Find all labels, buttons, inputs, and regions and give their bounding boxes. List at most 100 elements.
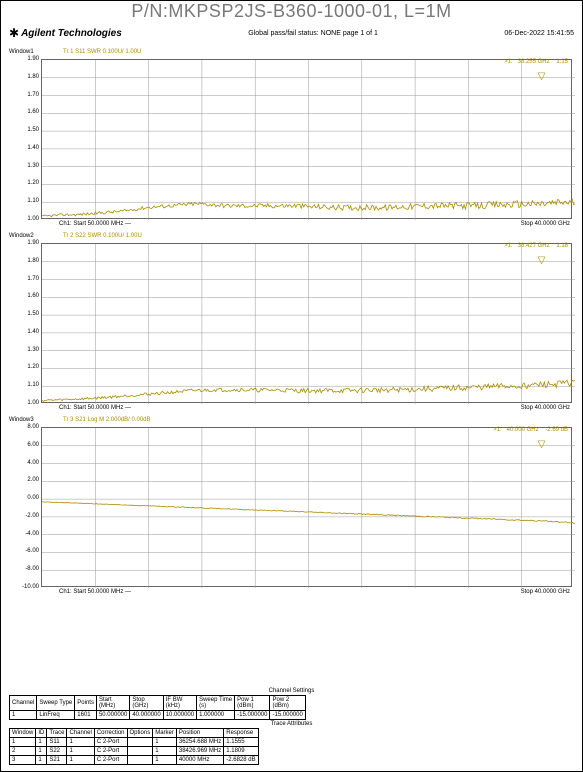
cell xyxy=(127,738,153,747)
trace-attributes-title: Trace Attributes xyxy=(9,721,574,727)
cell: 50.000000 xyxy=(96,711,129,720)
ytick: 1.10 xyxy=(9,382,39,388)
ytick: 1.10 xyxy=(9,198,39,204)
cell: 40000 MHz xyxy=(176,756,223,765)
plot-area: ▽ xyxy=(41,427,572,587)
cell: S22 xyxy=(47,747,67,756)
ytick: -10.00 xyxy=(9,584,39,590)
col-header: Sweep Type xyxy=(37,696,75,711)
cell: 36254.688 MHz xyxy=(176,738,223,747)
ytick: 8.00 xyxy=(9,424,39,430)
cell: 1 xyxy=(10,711,37,720)
col-header: Sweep Time(s) xyxy=(197,696,235,711)
ytick: 1.00 xyxy=(9,216,39,222)
cell: S21 xyxy=(47,756,67,765)
table-row: 11S111C 2-Port136254.688 MHz1.1555 xyxy=(10,738,259,747)
cell: 3 xyxy=(10,756,36,765)
marker-icon: ▽ xyxy=(538,71,546,82)
channel-settings-table: ChannelSweep TypePointsStart(MHz)Stop(GH… xyxy=(9,695,306,720)
col-header: Window xyxy=(10,729,36,738)
cell: 1 xyxy=(36,738,47,747)
cell: -15.000000 xyxy=(235,711,270,720)
plot-area: ▽ xyxy=(41,59,572,219)
ytick: 1.50 xyxy=(9,127,39,133)
cell: -2.6828 dB xyxy=(224,756,258,765)
cell: 1 xyxy=(36,756,47,765)
cell: 1601 xyxy=(75,711,97,720)
cell xyxy=(127,747,153,756)
cell: C 2-Port xyxy=(94,747,127,756)
ytick: -8.00 xyxy=(9,566,39,572)
ytick: 1.00 xyxy=(9,400,39,406)
cell: 1 xyxy=(153,756,177,765)
col-header: Channel xyxy=(67,729,94,738)
col-header: Trace xyxy=(47,729,67,738)
table-row: 31S211C 2-Port140000 MHz-2.6828 dB xyxy=(10,756,259,765)
cell: 1.1555 xyxy=(224,738,258,747)
col-header: ID xyxy=(36,729,47,738)
col-header: IF BW(kHz) xyxy=(163,696,196,711)
col-header: Pow 1(dBm) xyxy=(235,696,270,711)
cell: 1 xyxy=(36,747,47,756)
window-label: Window1 xyxy=(9,49,34,55)
page-title: P/N:MKPSP2JS-B360-1000-01, L=1M xyxy=(1,1,582,22)
ytick: -4.00 xyxy=(9,531,39,537)
table-row: 1LinFreq160150.00000040.00000010.0000001… xyxy=(10,711,306,720)
ytick: 1.60 xyxy=(9,109,39,115)
ytick: 1.40 xyxy=(9,145,39,151)
ytick: 1.20 xyxy=(9,364,39,370)
ytick: 1.90 xyxy=(9,240,39,246)
cell: 1.1809 xyxy=(224,747,258,756)
cell: 2 xyxy=(10,747,36,756)
ytick: 2.00 xyxy=(9,477,39,483)
ytick: 1.50 xyxy=(9,311,39,317)
col-header: Start(MHz) xyxy=(96,696,129,711)
chart-window-3: Window3Tr 3 S21 Log M 2.000dB/ 0.00dB>1:… xyxy=(9,417,574,601)
col-header: Stop(GHz) xyxy=(130,696,163,711)
x-stop-label: Stop 40.0000 GHz xyxy=(521,221,570,227)
ytick: 1.60 xyxy=(9,293,39,299)
cell: 1 xyxy=(67,738,94,747)
cell: S11 xyxy=(47,738,67,747)
x-start-label: Ch1: Start 50.0000 MHz — xyxy=(59,221,131,227)
timestamp: 06-Dec-2022 15:41:55 xyxy=(504,30,574,37)
col-header: Correction xyxy=(94,729,127,738)
cell: 1 xyxy=(67,747,94,756)
ytick: 1.70 xyxy=(9,276,39,282)
ytick: 1.90 xyxy=(9,56,39,62)
agilent-logo-icon: ✱ xyxy=(9,26,19,40)
ytick: 6.00 xyxy=(9,442,39,448)
x-stop-label: Stop 40.0000 GHz xyxy=(521,589,570,595)
x-stop-label: Stop 40.0000 GHz xyxy=(521,405,570,411)
cell: 38426.969 MHz xyxy=(176,747,223,756)
ytick: -6.00 xyxy=(9,548,39,554)
chart-window-2: Window2Tr 2 S22 SWR 0.100U/ 1.00U>1: 38.… xyxy=(9,233,574,417)
trace-label: Tr 1 S11 SWR 0.100U/ 1.00U xyxy=(63,49,141,55)
ytick: 1.80 xyxy=(9,74,39,80)
ytick: 1.20 xyxy=(9,180,39,186)
window-label: Window2 xyxy=(9,233,34,239)
marker-icon: ▽ xyxy=(538,439,546,450)
plot-area: ▽ xyxy=(41,243,572,403)
cell: 1 xyxy=(153,747,177,756)
chart-window-1: Window1Tr 1 S11 SWR 0.100U/ 1.00U>1: 38.… xyxy=(9,49,574,233)
col-header: Channel xyxy=(10,696,37,711)
cell: 10.000000 xyxy=(163,711,196,720)
ytick: 4.00 xyxy=(9,460,39,466)
ytick: -2.00 xyxy=(9,513,39,519)
cell: 1.000000 xyxy=(197,711,235,720)
cell: 1 xyxy=(153,738,177,747)
col-header: Options xyxy=(127,729,153,738)
x-start-label: Ch1: Start 50.0000 MHz — xyxy=(59,405,131,411)
ytick: 1.30 xyxy=(9,163,39,169)
ytick: 1.70 xyxy=(9,92,39,98)
trace-attributes-table: WindowIDTraceChannelCorrectionOptionsMar… xyxy=(9,728,259,765)
ytick: 1.40 xyxy=(9,329,39,335)
status-line: Global pass/fail status: NONE page 1 of … xyxy=(122,30,505,37)
cell: 1 xyxy=(67,756,94,765)
ytick: 1.30 xyxy=(9,347,39,353)
channel-settings-title: Channel Settings xyxy=(9,688,574,694)
window-label: Window3 xyxy=(9,417,34,423)
table-row: 21S221C 2-Port138426.969 MHz1.1809 xyxy=(10,747,259,756)
marker-icon: ▽ xyxy=(538,255,546,266)
